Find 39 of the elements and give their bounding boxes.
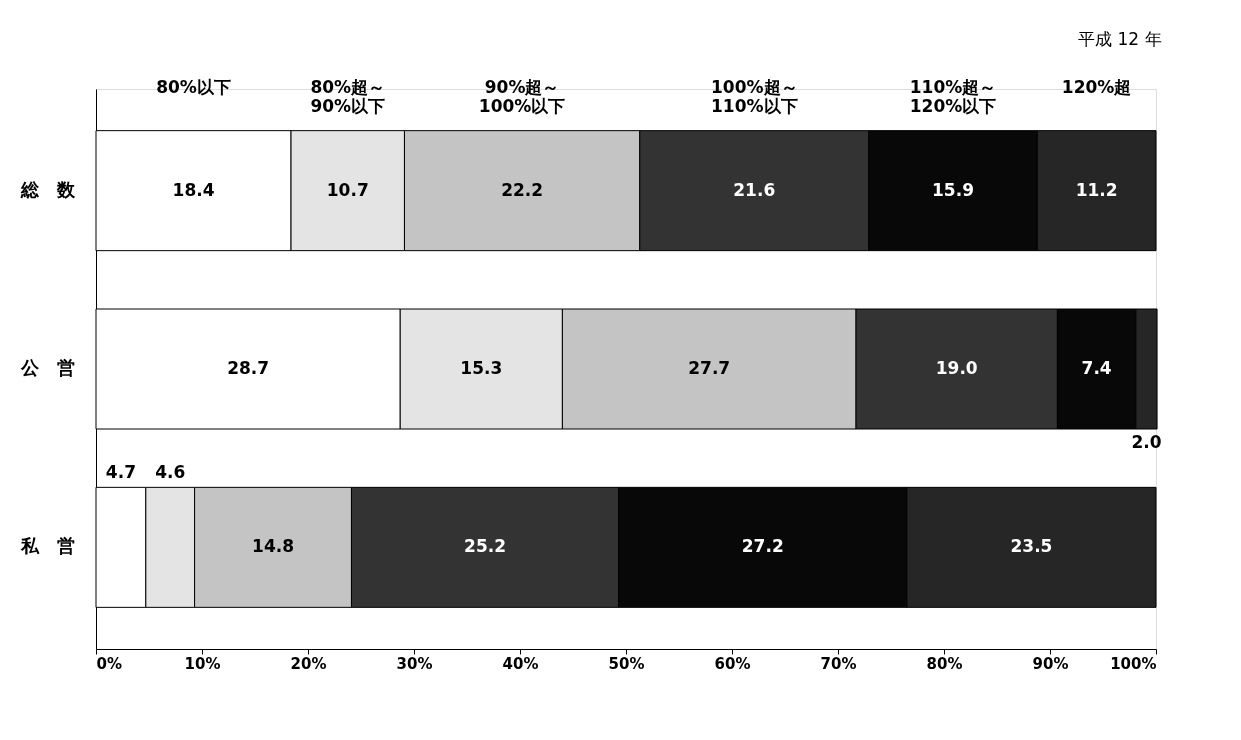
series-label: 80%超～ 90%以下 (310, 76, 386, 116)
y-tick-label: 公 営 (19, 357, 75, 378)
x-tick-label: 0% (96, 654, 122, 673)
data-label: 23.5 (1010, 536, 1053, 557)
x-tick-label: 70% (820, 654, 857, 673)
data-label: 25.2 (464, 536, 506, 557)
series-label: 110%超～ 120%以下 (909, 76, 997, 116)
data-label: 11.2 (1075, 179, 1118, 200)
data-label: 22.2 (501, 179, 544, 200)
data-label: 15.9 (932, 179, 974, 200)
series-label: 120%超 (1061, 76, 1132, 97)
y-tick-label: 総 数 (19, 178, 76, 200)
data-label: 27.2 (741, 536, 784, 557)
data-label: 4.6 (155, 462, 186, 483)
x-tick-label: 50% (608, 654, 645, 673)
series-label: 80%以下 (156, 76, 231, 97)
x-tick-label: 30% (396, 654, 433, 673)
x-tick-label: 10% (184, 654, 221, 673)
x-tick-label: 80% (926, 654, 963, 673)
y-tick-label: 私 営 (19, 535, 75, 557)
data-label: 2.0 (1131, 432, 1162, 452)
data-label: 28.7 (227, 358, 270, 378)
x-tick-label: 40% (502, 654, 539, 673)
x-tick-label: 60% (714, 654, 751, 673)
data-label: 4.7 (105, 462, 136, 483)
data-label: 15.3 (460, 358, 503, 378)
data-label: 14.8 (252, 536, 294, 557)
x-tick-label: 100% (1110, 654, 1157, 673)
data-label: 19.0 (935, 358, 978, 378)
chart-title: 平成 12 年 (1078, 28, 1162, 49)
data-label: 21.6 (733, 179, 776, 200)
data-label: 18.4 (172, 179, 215, 200)
x-tick-label: 90% (1032, 654, 1069, 673)
x-tick-label: 20% (290, 654, 327, 673)
data-label: 10.7 (326, 179, 369, 200)
series-label: 90%超～ 100%以下 (478, 76, 566, 116)
series-label: 100%超～ 110%以下 (710, 76, 798, 116)
data-label: 27.7 (688, 358, 731, 378)
data-label: 7.4 (1081, 358, 1112, 378)
